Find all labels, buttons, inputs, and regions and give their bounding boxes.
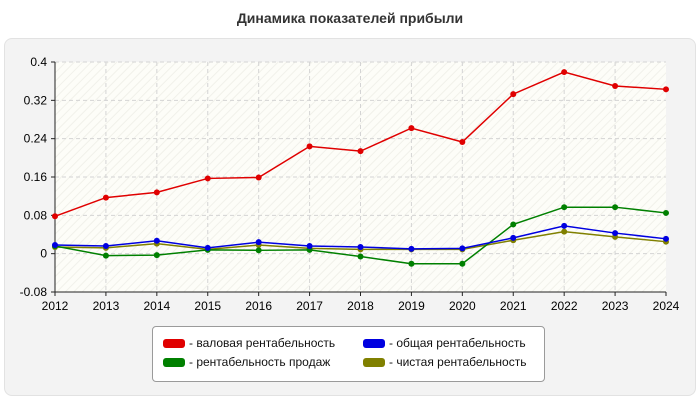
legend-label: - валовая рентабельность	[189, 336, 336, 350]
data-point	[612, 230, 619, 237]
y-tick-label: 0.4	[30, 55, 47, 69]
y-tick-label: 0.24	[24, 132, 48, 146]
y-tick-label: -0.08	[20, 285, 48, 299]
data-point	[306, 243, 313, 249]
data-point	[510, 234, 517, 241]
data-point	[663, 209, 669, 216]
data-point	[612, 82, 619, 89]
legend-label: - рентабельность продаж	[189, 355, 331, 369]
x-tick-label: 2015	[194, 299, 221, 313]
x-tick-label: 2017	[296, 299, 323, 313]
data-point	[408, 245, 415, 252]
data-point	[357, 148, 364, 155]
legend-swatch	[163, 338, 185, 348]
y-tick-label: 0	[40, 247, 47, 261]
data-point	[357, 253, 364, 260]
legend-swatch	[163, 357, 185, 367]
data-point	[561, 228, 568, 235]
chart-title: Динамика показателей прибыли	[236, 10, 464, 26]
x-tick-label: 2019	[398, 299, 425, 313]
data-point	[408, 260, 415, 267]
x-tick-label: 2018	[347, 299, 374, 313]
x-tick-label: 2022	[551, 299, 578, 313]
data-point	[663, 235, 669, 242]
data-point	[510, 91, 517, 98]
data-point	[510, 221, 517, 228]
data-point	[153, 189, 160, 196]
x-tick-label: 2020	[449, 299, 476, 313]
data-point	[408, 125, 415, 132]
data-point	[561, 69, 568, 76]
legend-label: - общая рентабельность	[389, 336, 526, 350]
x-tick-label: 2024	[653, 299, 680, 313]
data-point	[153, 237, 160, 244]
x-tick-label: 2012	[42, 299, 69, 313]
legend-swatch	[363, 357, 385, 367]
data-point	[102, 243, 109, 249]
data-point	[204, 244, 211, 251]
data-point	[52, 213, 58, 220]
y-tick-label: 0.08	[24, 208, 48, 222]
legend-label: - чистая рентабельность	[389, 355, 527, 369]
data-point	[102, 252, 109, 259]
legend-item[interactable]: - валовая рентабельность	[163, 336, 335, 350]
data-point	[204, 175, 211, 182]
y-tick-label: 0.16	[24, 170, 48, 184]
x-tick-label: 2021	[500, 299, 527, 313]
x-tick-label: 2014	[143, 299, 170, 313]
legend-swatch	[363, 338, 385, 348]
data-point	[612, 204, 619, 211]
x-tick-label: 2023	[602, 299, 629, 313]
data-point	[255, 247, 262, 254]
data-point	[153, 252, 160, 259]
data-point	[357, 243, 364, 250]
data-point	[102, 194, 109, 201]
legend-item[interactable]: - общая рентабельность	[363, 336, 526, 350]
x-tick-label: 2016	[245, 299, 272, 313]
legend-item[interactable]: - рентабельность продаж	[163, 355, 330, 369]
data-point	[663, 86, 669, 93]
legend-item[interactable]: - чистая рентабельность	[363, 355, 526, 369]
data-point	[459, 245, 466, 252]
data-point	[255, 239, 262, 246]
data-point	[561, 204, 568, 211]
data-point	[459, 139, 466, 146]
y-tick-label: 0.32	[24, 93, 48, 107]
data-point	[306, 143, 313, 150]
data-point	[561, 222, 568, 229]
data-point	[459, 260, 466, 267]
x-tick-label: 2013	[93, 299, 120, 313]
data-point	[52, 242, 58, 249]
legend: - валовая рентабельность - общая рентабел…	[152, 326, 545, 382]
data-point	[255, 174, 262, 181]
